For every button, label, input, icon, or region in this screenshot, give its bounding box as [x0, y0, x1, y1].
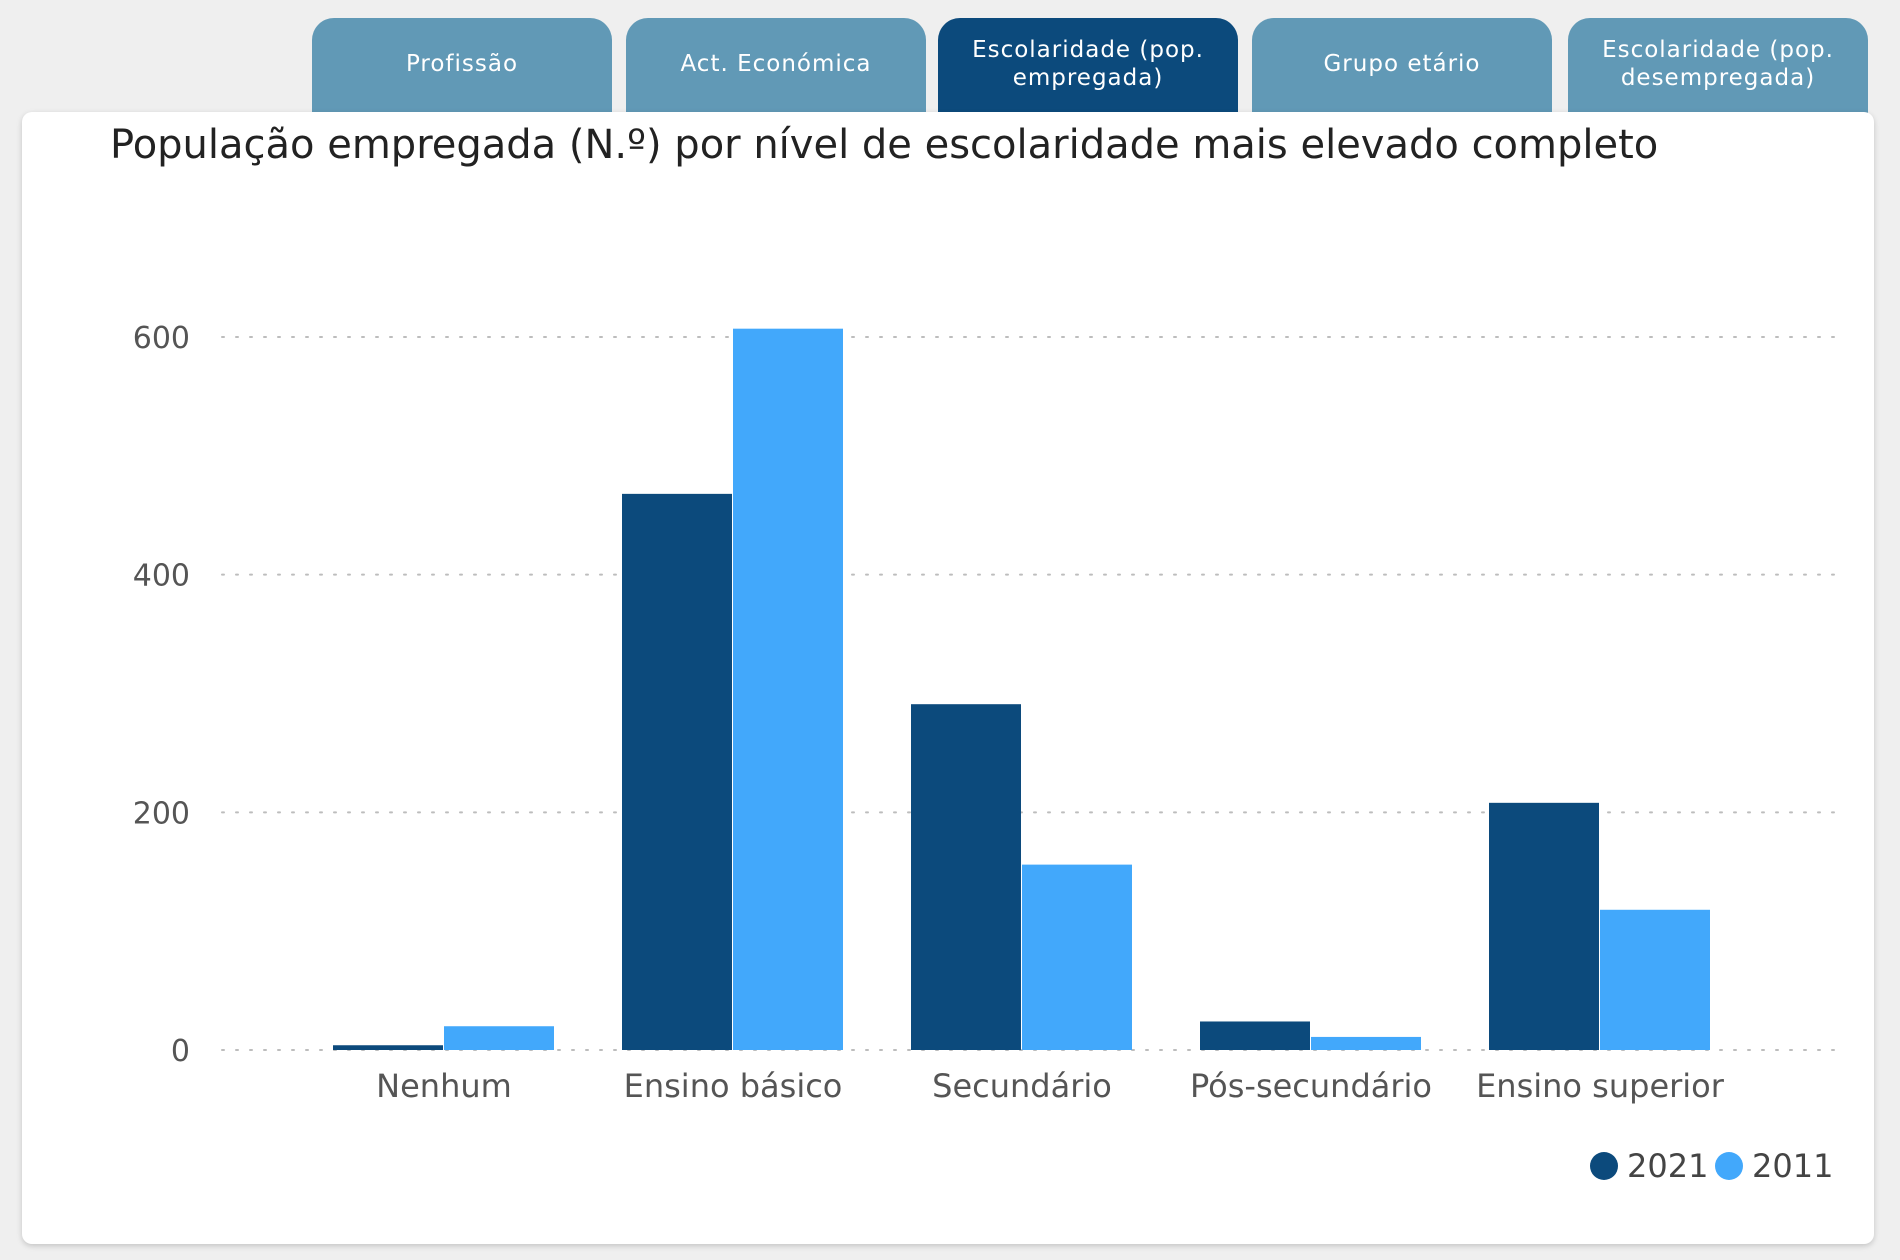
y-tick-label: 600: [133, 321, 190, 356]
tab-bar: Profissão Act. Económica Escolaridade (p…: [0, 0, 1900, 120]
y-tick-label: 200: [133, 796, 190, 831]
bar-2011: [1022, 864, 1132, 1050]
bar-2011: [444, 1026, 554, 1050]
legend-label-2021: 2021: [1627, 1147, 1708, 1185]
chart-title: População empregada (N.º) por nível de e…: [110, 122, 1659, 168]
bar-2021: [911, 704, 1021, 1050]
tab-act-economica[interactable]: Act. Económica: [626, 18, 926, 120]
bar-2011: [1600, 909, 1710, 1050]
bar-2021: [1489, 802, 1599, 1050]
bar-2011: [1311, 1036, 1421, 1050]
bar-2021: [1200, 1021, 1310, 1050]
bar-2011: [733, 328, 843, 1051]
y-tick-label: 400: [133, 559, 190, 594]
legend-label-2011: 2011: [1752, 1147, 1833, 1185]
tab-escolaridade-empregada[interactable]: Escolaridade (pop. empregada): [938, 18, 1238, 120]
x-category-label: Pós-secundário: [1190, 1067, 1432, 1105]
legend-marker-2011: [1715, 1152, 1743, 1180]
chart-card: [22, 112, 1874, 1244]
tab-grupo-etario[interactable]: Grupo etário: [1252, 18, 1552, 120]
y-tick-label: 0: [171, 1034, 190, 1069]
legend-marker-2021: [1590, 1152, 1618, 1180]
x-category-label: Ensino superior: [1476, 1067, 1725, 1105]
x-category-label: Nenhum: [376, 1067, 512, 1105]
x-category-label: Secundário: [932, 1067, 1112, 1105]
bar-2021: [622, 493, 732, 1050]
x-category-label: Ensino básico: [624, 1067, 843, 1105]
bar-2021: [333, 1045, 443, 1050]
tab-profissao[interactable]: Profissão: [312, 18, 612, 120]
tab-escolaridade-desempregada[interactable]: Escolaridade (pop. desempregada): [1568, 18, 1868, 120]
